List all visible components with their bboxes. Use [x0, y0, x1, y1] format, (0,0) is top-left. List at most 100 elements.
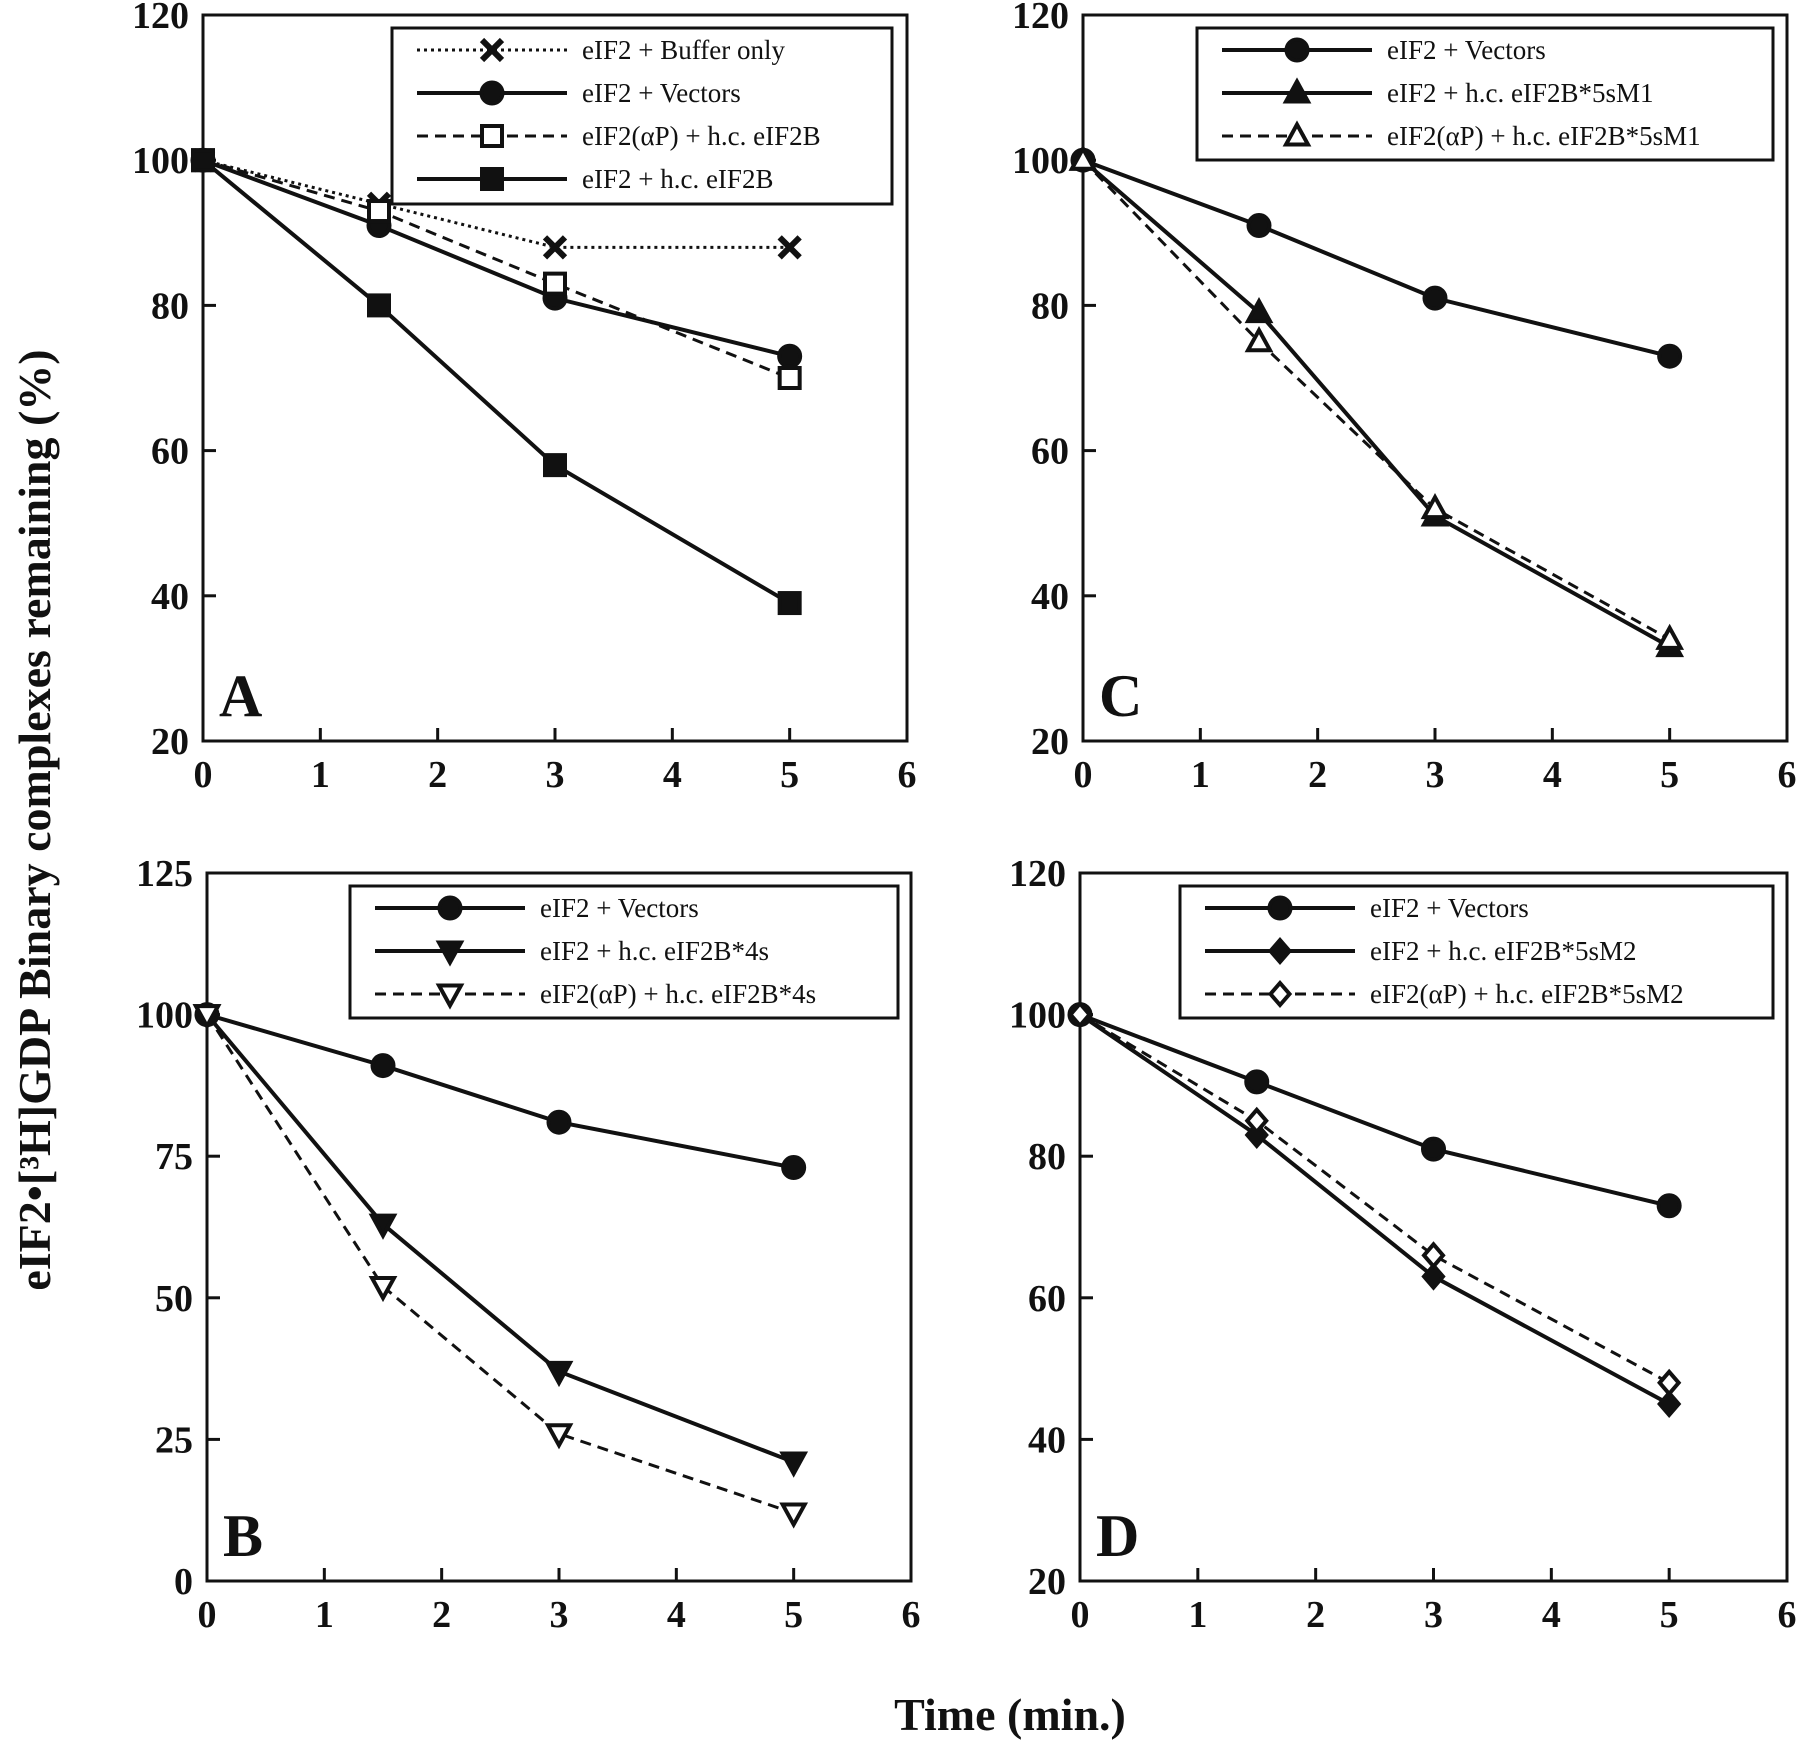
panel-c-legend-label: eIF2(αP) + h.c. eIF2B*5sM1	[1387, 121, 1701, 151]
panel-d-x-tick-label: 2	[1306, 1594, 1325, 1636]
panel-c-series-2-point	[1420, 493, 1450, 520]
panel-b-x-tick-label: 3	[550, 1594, 569, 1636]
panel-d-legend-swatch-marker	[1267, 979, 1293, 1009]
panel-b-legend-swatch-marker	[435, 983, 465, 1010]
x-axis-title: Time (min.)	[894, 1689, 1126, 1740]
panel-b-x-tick-label: 4	[667, 1594, 686, 1636]
panel-d-x-tick-label: 3	[1424, 1594, 1443, 1636]
panel-d-legend-swatch-marker	[1267, 936, 1293, 966]
panel-a-legend-label: eIF2 + Vectors	[582, 78, 741, 108]
panel-b-series-2-point	[544, 1423, 574, 1450]
panel-c-legend-swatch-marker	[1284, 37, 1310, 63]
panel-b-y-tick-label: 75	[155, 1136, 193, 1178]
panel-c-letter: C	[1099, 663, 1142, 729]
panel-b-series-0-point	[781, 1155, 807, 1181]
panel-a-series-3-point	[367, 293, 391, 318]
panel-d-series-1-point	[1657, 1389, 1682, 1419]
panel-d-series-0-point	[1244, 1069, 1270, 1095]
panel-a-x-tick-label: 0	[194, 754, 213, 796]
panel-a-x-tick-label: 1	[311, 754, 330, 796]
panel-d-y-tick-label: 100	[1009, 995, 1066, 1037]
panel-a-series-0-point	[542, 235, 568, 260]
panel-b-legend-swatch-marker	[435, 940, 465, 967]
panel-a-x-tick-label: 2	[428, 754, 447, 796]
panel-c-legend-label: eIF2 + Vectors	[1387, 35, 1546, 65]
panel-b-y-tick-label: 25	[155, 1419, 193, 1461]
panel-a-y-tick-label: 60	[151, 431, 189, 473]
panel-d-legend-label: eIF2(αP) + h.c. eIF2B*5sM2	[1370, 979, 1684, 1009]
panel-c-series-0-point	[1657, 343, 1683, 369]
panel-b-legend-label: eIF2(αP) + h.c. eIF2B*4s	[540, 979, 816, 1009]
panel-a-x-tick-label: 4	[663, 754, 682, 796]
panel-d-series-2-point	[1244, 1106, 1269, 1135]
panel-a-series-0-point	[777, 235, 802, 260]
y-axis-title: eIF2•[³H]GDP Binary complexes remaining …	[9, 349, 60, 1290]
panel-c-series-1-point	[1244, 297, 1274, 324]
panel-b-series-0-line	[206, 1012, 795, 1170]
panel-c-legend-swatch-marker	[1282, 120, 1312, 147]
panel-b-x-tick-label: 5	[784, 1594, 803, 1636]
panel-c-series-2-line	[1081, 159, 1671, 641]
panel-a-legend-swatch-marker	[480, 167, 504, 191]
panel-c-x-tick-label: 3	[1426, 754, 1445, 796]
panel-c-series-0-point	[1246, 213, 1272, 239]
panel-a-series-3-point	[543, 453, 567, 478]
panel-c-x-tick-label: 4	[1543, 754, 1562, 796]
panel-a-series-3-line	[201, 158, 791, 605]
panel-a-legend-swatch-marker-stroke-2	[479, 37, 505, 63]
panel-d-y-tick-label: 80	[1028, 1136, 1066, 1178]
panel-b-x-tick-label: 0	[198, 1594, 217, 1636]
panel-b-series-0-point	[546, 1109, 572, 1135]
panel-d-series-0-point	[1656, 1193, 1682, 1219]
panel-a-legend-box	[390, 26, 894, 206]
panel-c-y-tick-label: 40	[1031, 576, 1069, 618]
panel-b-y-tick-label: 100	[136, 995, 193, 1037]
panel-a-series-2-point	[777, 366, 802, 390]
panel-c-x-tick-label: 2	[1308, 754, 1327, 796]
panel-d-x-tick-label: 4	[1542, 1594, 1561, 1636]
panel-c-legend-swatch-marker	[1282, 77, 1312, 104]
panel-b-legend-label: eIF2 + Vectors	[540, 893, 699, 923]
panel-b-legend-swatch-marker	[437, 895, 463, 921]
panel-d-series-0-point	[1421, 1136, 1446, 1162]
panel-d-y-tick-label: 60	[1028, 1278, 1066, 1320]
panel-b-legend-label: eIF2 + h.c. eIF2B*4s	[540, 936, 769, 966]
panel-a-legend-label: eIF2(αP) + h.c. eIF2B	[582, 121, 821, 151]
panel-c-series-2-point	[1244, 326, 1274, 353]
panel-c-x-tick-label: 1	[1191, 754, 1210, 796]
panel-a-series-2-line	[202, 158, 791, 380]
panel-d-x-tick-label: 5	[1660, 1594, 1679, 1636]
panel-a-letter: A	[219, 663, 262, 729]
panel-b-x-tick-label: 6	[902, 1594, 921, 1636]
panel-a-series-3-point	[191, 148, 215, 173]
panel-d-legend-label: eIF2 + h.c. eIF2B*5sM2	[1370, 936, 1636, 966]
panel-d-x-tick-label: 1	[1188, 1594, 1207, 1636]
panel-c-series-0-point	[1422, 285, 1448, 311]
panel-d-series-2-point	[1657, 1368, 1682, 1397]
panel-a-series-2-point	[543, 271, 567, 296]
panel-a-legend-swatch-marker	[479, 37, 505, 63]
panel-c-y-tick-label: 100	[1012, 140, 1069, 182]
panel-a-x-tick-label: 3	[546, 754, 565, 796]
panel-c-y-tick-label: 20	[1031, 721, 1069, 763]
panel-d-series-1-line	[1078, 1012, 1671, 1406]
panel-b-series-2-line	[205, 1013, 795, 1515]
panel-d-x-tick-label: 0	[1071, 1594, 1090, 1636]
panel-d-series-2-line	[1079, 1013, 1670, 1385]
panel-c-x-tick-label: 0	[1074, 754, 1093, 796]
panel-c-x-tick-label: 5	[1660, 754, 1679, 796]
panel-d-series-2-point	[1067, 1000, 1093, 1029]
panel-d-series-2-point	[1421, 1241, 1446, 1270]
panel-a-legend-label: eIF2 + h.c. eIF2B	[582, 164, 773, 194]
panel-a-y-tick-label: 20	[151, 721, 189, 763]
panel-a-legend: eIF2 + Buffer only eIF2 + Vectors eIF2(αP)…	[390, 26, 894, 206]
panel-c-series-2-point	[1068, 144, 1098, 171]
panel-a-legend-label: eIF2 + Buffer only	[582, 35, 785, 65]
panel-c-series-2-point	[1655, 623, 1685, 650]
panel-a-series-0-point-stroke-2	[542, 235, 568, 260]
panel-b-letter: B	[223, 1503, 263, 1569]
